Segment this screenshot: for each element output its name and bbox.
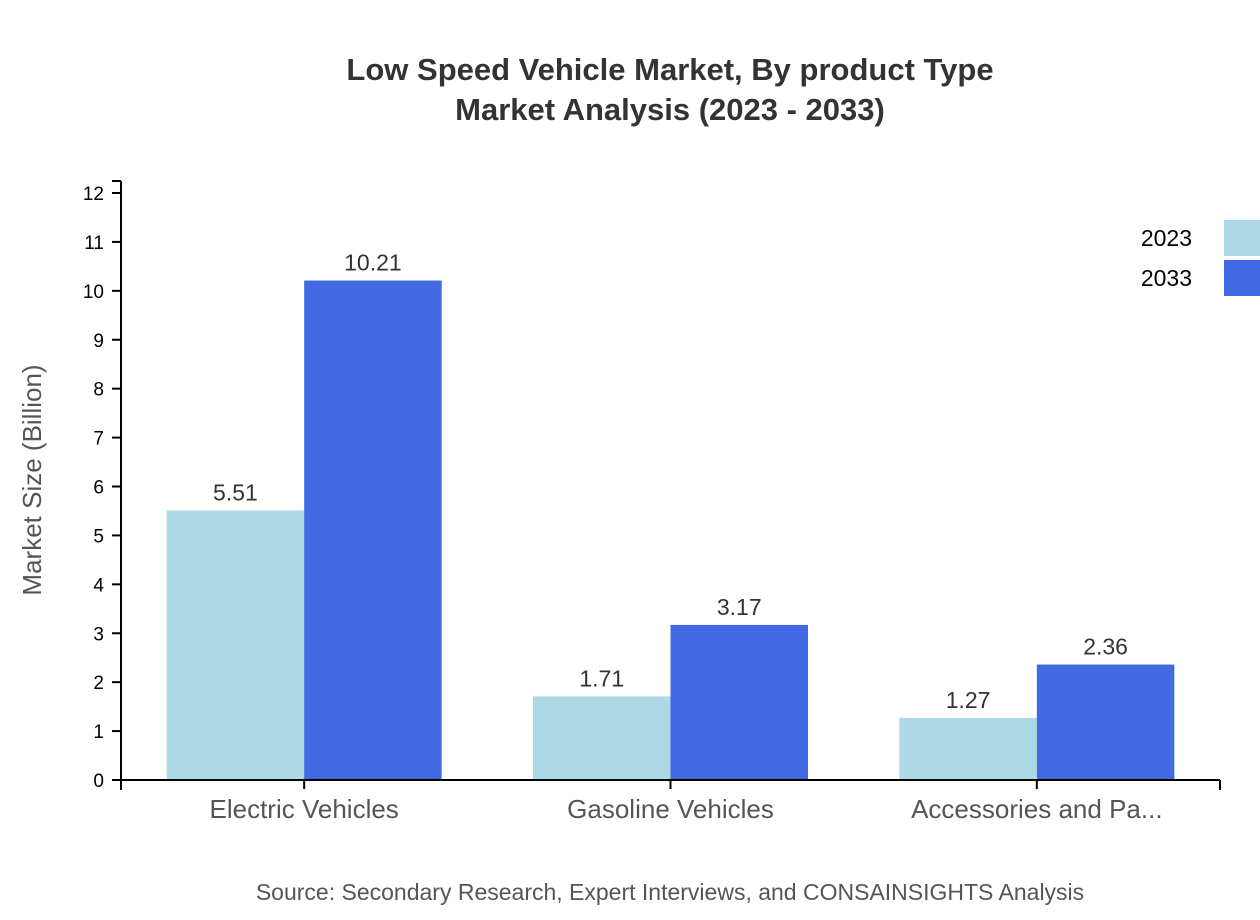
bar-2023 <box>166 510 305 780</box>
data-label: 5.51 <box>213 479 258 505</box>
bar-2023 <box>533 696 671 780</box>
data-label: 1.71 <box>579 665 624 691</box>
x-tick-label: Electric Vehicles <box>210 794 399 824</box>
bar-2033 <box>670 624 808 780</box>
y-tick-label: 9 <box>93 331 104 352</box>
y-tick-label: 4 <box>93 575 104 596</box>
y-tick-label: 10 <box>83 282 104 303</box>
bar-2023 <box>899 717 1037 780</box>
data-label: 1.27 <box>946 687 991 713</box>
chart-title-line-2: Market Analysis (2023 - 2033) <box>455 92 885 127</box>
chart-title-line-1: Low Speed Vehicle Market, By product Typ… <box>346 52 993 87</box>
legend-label-2023: 2023 <box>1141 225 1192 251</box>
y-tick-label: 2 <box>93 673 104 694</box>
legend-swatch-2033 <box>1224 260 1260 296</box>
legend-swatch-2023 <box>1224 220 1260 256</box>
y-tick-label: 1 <box>93 722 104 743</box>
y-tick-label: 8 <box>93 380 104 401</box>
bar-2033 <box>304 280 442 780</box>
y-tick-label: 0 <box>93 771 104 792</box>
data-label: 2.36 <box>1083 634 1128 660</box>
y-axis-label: Market Size (Billion) <box>17 364 47 595</box>
bar-2033 <box>1036 664 1175 780</box>
legend-label-2033: 2033 <box>1141 265 1192 291</box>
y-tick-label: 6 <box>93 478 104 499</box>
data-label: 10.21 <box>344 250 402 276</box>
y-tick-label: 11 <box>84 233 104 254</box>
data-label: 3.17 <box>717 594 762 620</box>
y-tick-label: 12 <box>83 184 104 205</box>
x-tick-label: Gasoline Vehicles <box>567 794 774 824</box>
source-note: Source: Secondary Research, Expert Inter… <box>256 879 1084 905</box>
y-tick-label: 3 <box>93 624 104 645</box>
x-tick-label: Accessories and Pa... <box>911 794 1162 824</box>
y-tick-label: 7 <box>93 429 104 450</box>
y-tick-label: 5 <box>93 526 104 547</box>
